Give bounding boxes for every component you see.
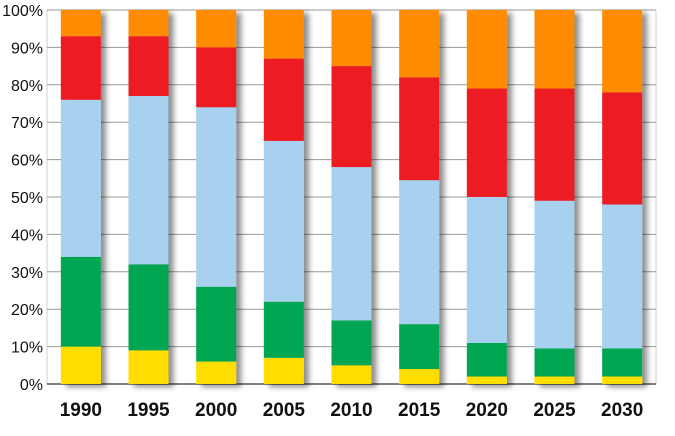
bar-2025 [534,10,575,384]
bar-segment-2015-4 [399,10,440,78]
bar-segment-2025-4 [534,10,575,89]
y-tick-label: 30% [11,265,43,282]
bar-segment-2030-1 [602,348,643,377]
bar-segment-2025-2 [534,200,575,349]
bar-segment-2020-3 [466,88,507,197]
bar-segment-2015-3 [399,77,440,181]
bar-2010 [331,10,372,384]
x-axis-ticks: 1990 1995 2000 2005 2010 2015 2020 2025 2030 [60,400,644,421]
bar-segment-2000-1 [196,286,237,362]
bar-segment-2020-2 [466,197,507,343]
bar-segment-1990-1 [60,256,101,347]
bar-segment-2000-3 [196,47,237,108]
bar-segment-2030-2 [602,204,643,349]
bar-segment-2010-4 [331,10,372,67]
y-tick-label: 20% [11,302,43,319]
bar-segment-2015-0 [399,369,440,384]
bar-segment-2000-2 [196,107,237,287]
y-tick-label: 100% [2,3,43,20]
bar-segment-2005-0 [263,357,304,384]
y-tick-label: 70% [11,115,43,132]
bar-segment-2025-3 [534,88,575,201]
bar-segment-2010-1 [331,320,372,366]
bar-segment-2030-0 [602,376,643,384]
bar-segment-2025-0 [534,376,575,384]
bar-segment-2030-3 [602,92,643,205]
bar-2020 [466,10,507,384]
bar-segment-2020-4 [466,10,507,89]
bar-segment-2015-2 [399,180,440,325]
x-tick-label: 2025 [533,400,576,421]
bar-segment-1995-0 [128,350,169,384]
y-tick-label: 10% [11,340,43,357]
y-tick-label: 40% [11,227,43,244]
bar-segment-1990-0 [60,346,101,384]
bar-segment-1990-4 [60,10,101,37]
bar-1990 [60,10,101,384]
x-tick-label: 1995 [127,400,170,421]
bar-segment-1990-3 [60,36,101,100]
x-tick-label: 1990 [60,400,102,421]
x-tick-label: 2020 [466,400,508,421]
bar-2000 [196,10,237,384]
bar-segment-2020-1 [466,342,507,377]
bar-1995 [128,10,169,384]
bar-segment-2005-3 [263,58,304,141]
x-tick-label: 2005 [263,400,306,421]
x-tick-label: 2010 [330,400,372,421]
bar-segment-1995-3 [128,36,169,97]
bar-segment-2010-3 [331,66,372,168]
bar-segment-2030-4 [602,10,643,93]
bar-segment-2015-1 [399,324,440,370]
bar-segment-2010-2 [331,167,372,321]
y-tick-label: 0% [20,377,43,394]
bar-segment-2000-4 [196,10,237,48]
y-tick-label: 90% [11,40,43,57]
bar-segment-2020-0 [466,376,507,384]
bar-segment-1995-4 [128,10,169,37]
bar-segment-1990-2 [60,99,101,257]
bar-2015 [399,10,440,384]
x-tick-label: 2015 [398,400,441,421]
bar-segment-1995-2 [128,96,169,265]
bar-segment-2025-1 [534,348,575,377]
y-axis-ticks: 0% 10% 20% 30% 40% 50% 60% 70% 80% 90% 100% [2,3,43,394]
bar-segment-1995-1 [128,264,169,351]
x-tick-label: 2000 [195,400,237,421]
y-tick-label: 50% [11,190,43,207]
bar-segment-2000-0 [196,361,237,384]
bars [60,10,643,384]
y-tick-label: 60% [11,153,43,170]
bar-2030 [602,10,643,384]
x-tick-label: 2030 [601,400,643,421]
bar-segment-2010-0 [331,365,372,384]
y-tick-label: 80% [11,78,43,95]
bar-segment-2005-4 [263,10,304,59]
bar-2005 [263,10,304,384]
bar-segment-2005-2 [263,140,304,302]
bar-segment-2005-1 [263,301,304,358]
